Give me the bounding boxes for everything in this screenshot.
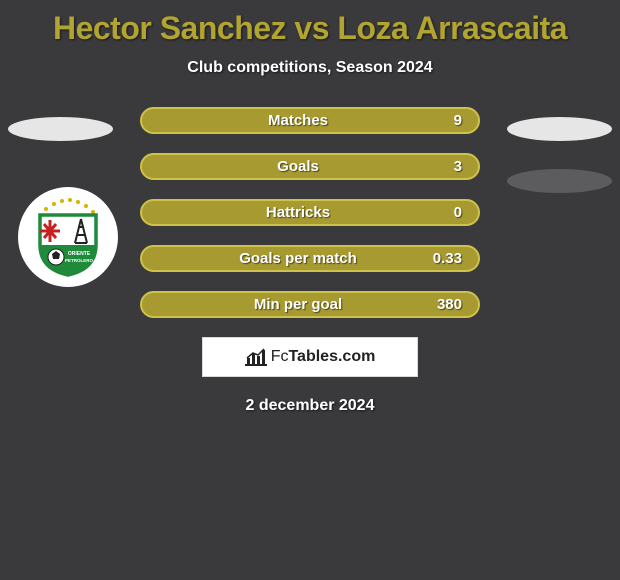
brand-text: FcTables.com (271, 348, 376, 366)
stat-bar: Goals3 (140, 153, 480, 180)
svg-text:ORIENTE: ORIENTE (68, 251, 91, 257)
comparison-area: ORIENTE PETROLERO Matches9 Goals3 Hattrick… (0, 107, 620, 415)
player2-badge-placeholder (507, 117, 612, 141)
stat-value: 9 (426, 112, 462, 129)
oriente-petrolero-crest-icon: ORIENTE PETROLERO (26, 195, 110, 279)
stat-value: 380 (426, 296, 462, 313)
player2-badge-placeholder-2 (507, 169, 612, 193)
stat-label: Goals per match (142, 250, 426, 267)
stat-bar: Hattricks0 (140, 199, 480, 226)
bar-chart-icon (245, 348, 267, 366)
date-text: 2 december 2024 (0, 397, 620, 415)
stat-bars: Matches9Goals3Hattricks0Goals per match0… (140, 107, 480, 318)
club-logo: ORIENTE PETROLERO (18, 187, 118, 287)
stat-bar: Min per goal380 (140, 291, 480, 318)
stat-label: Matches (142, 112, 426, 129)
stat-label: Goals (142, 158, 426, 175)
stat-value: 0.33 (426, 250, 462, 267)
page-title: Hector Sanchez vs Loza Arrascaita (0, 0, 620, 47)
stat-bar: Matches9 (140, 107, 480, 134)
svg-text:PETROLERO: PETROLERO (65, 258, 94, 263)
stat-value: 3 (426, 158, 462, 175)
stat-label: Hattricks (142, 204, 426, 221)
brand-box[interactable]: FcTables.com (202, 337, 418, 377)
stat-label: Min per goal (142, 296, 426, 313)
stat-value: 0 (426, 204, 462, 221)
stat-bar: Goals per match0.33 (140, 245, 480, 272)
player1-badge-placeholder (8, 117, 113, 141)
subtitle: Club competitions, Season 2024 (0, 59, 620, 77)
